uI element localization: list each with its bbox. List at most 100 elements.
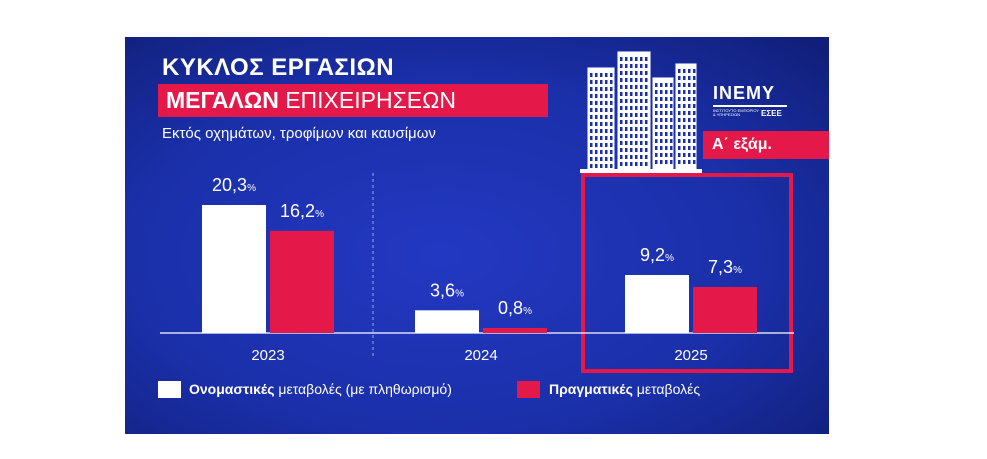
window [595,122,598,126]
window [635,120,638,124]
window [655,118,658,122]
window [688,153,691,157]
window [678,125,681,129]
window [595,108,598,112]
window [660,146,663,150]
window [665,118,668,122]
window [635,134,638,138]
window [605,150,608,154]
window [670,132,673,136]
window [660,125,663,129]
window [600,115,603,119]
window [678,97,681,101]
data-label: 16,2% [280,201,324,221]
window [693,111,696,115]
window [645,148,648,152]
x-tick-label: 2025 [674,347,707,364]
window [610,94,613,98]
window [640,64,643,68]
window [678,132,681,136]
window [620,162,623,166]
window [640,57,643,61]
window [620,148,623,152]
window [660,104,663,108]
window [595,73,598,77]
window [678,160,681,164]
window [620,99,623,103]
legend-label-real: Πραγματικές μεταβολές [549,381,700,397]
window [683,153,686,157]
window [595,150,598,154]
window [688,118,691,122]
window [693,104,696,108]
window [630,106,633,110]
window [640,99,643,103]
window [640,134,643,138]
window [625,113,628,117]
window [605,143,608,147]
window [678,90,681,94]
window [605,129,608,133]
window [670,160,673,164]
window [605,94,608,98]
window [630,71,633,75]
window [590,136,593,140]
window [635,155,638,159]
window [693,69,696,73]
window [655,97,658,101]
data-label: 9,2% [640,245,674,265]
window [683,139,686,143]
window [590,87,593,91]
window [683,90,686,94]
logo-underline [713,105,787,107]
window [645,78,648,82]
window [635,106,638,110]
window [620,127,623,131]
window [640,127,643,131]
window [688,104,691,108]
legend-label-real-bold: Πραγματικές [549,381,633,397]
window [640,141,643,145]
window [635,127,638,131]
window [683,97,686,101]
window [688,69,691,73]
window [635,85,638,89]
window [625,127,628,131]
window [605,122,608,126]
legend: Ονομαστικές μεταβολές (με πληθωρισμό) Πρ… [125,378,829,402]
window [625,106,628,110]
window [678,139,681,143]
window [645,71,648,75]
window [688,111,691,115]
window [693,160,696,164]
window [630,162,633,166]
window [635,64,638,68]
window [600,157,603,161]
window [590,143,593,147]
window [660,139,663,143]
title-line-1: ΚΥΚΛΟΣ ΕΡΓΑΣΙΩΝ [162,54,395,81]
window [625,64,628,68]
window [683,104,686,108]
window [610,136,613,140]
data-label: 20,3% [212,175,256,195]
window [693,153,696,157]
window [678,76,681,80]
window [678,83,681,87]
legend-swatch-real [517,381,540,398]
window [693,118,696,122]
window [660,160,663,164]
window [693,76,696,80]
window [678,104,681,108]
window [678,118,681,122]
window [590,108,593,112]
window [635,71,638,75]
window [610,122,613,126]
window [625,141,628,145]
window [670,118,673,122]
window [655,132,658,136]
window [620,141,623,145]
window [600,164,603,168]
window [640,113,643,117]
window [655,153,658,157]
